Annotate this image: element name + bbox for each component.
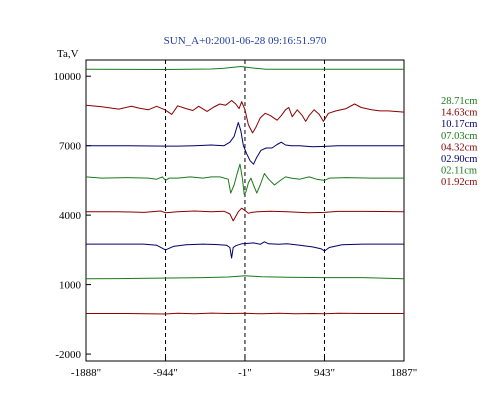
y-tick-label-3: 1000: [59, 280, 82, 292]
series-line-01.92cm: [86, 312, 404, 315]
legend-entry-7: 01.92cm: [441, 177, 477, 188]
chart-title: SUN_A+0:2001-06-28 09:16:51.970: [164, 35, 327, 47]
series-line-02.11cm: [85, 275, 405, 280]
legend-entry-4: 04.32cm: [441, 142, 477, 153]
x-tick-label-2: -1": [238, 367, 252, 379]
legend-entry-5: 02.90cm: [441, 154, 477, 165]
x-tick-label-3: 943": [314, 367, 335, 379]
series-line-07.03cm: [85, 163, 404, 195]
series-line-02.90cm: [86, 241, 404, 259]
legend-entry-3: 07.03cm: [441, 131, 477, 142]
y-axis-label: Ta,V: [57, 48, 79, 60]
y-tick-label-1: 7000: [59, 141, 82, 153]
series-line-14.63cm: [85, 100, 405, 134]
series-line-04.32cm: [86, 207, 405, 222]
legend-entry-6: 02.11cm: [441, 166, 477, 177]
legend: 28.71cm14.63cm10.17cm07.03cm04.32cm02.90…: [441, 96, 477, 188]
y-tick-label-2: 4000: [59, 210, 82, 222]
y-tick-label-0: 10000: [54, 71, 82, 83]
x-tick-label-4: 1887": [391, 367, 418, 379]
legend-entry-2: 10.17cm: [441, 119, 477, 130]
legend-entry-1: 14.63cm: [441, 108, 477, 119]
x-tick-label-1: -944": [153, 367, 178, 379]
legend-entry-0: 28.71cm: [441, 96, 477, 107]
series-line-28.71cm: [85, 66, 404, 70]
y-tick-label-4: -2000: [55, 349, 81, 361]
x-axis-ticks: -1888" -944" -1" 943" 1887": [71, 356, 417, 379]
x-tick-label-0: -1888": [71, 367, 101, 379]
series-line-10.17cm: [86, 122, 404, 165]
series-lines: [85, 66, 405, 315]
y-axis-ticks: 10000 7000 4000 1000 -2000: [54, 71, 91, 361]
